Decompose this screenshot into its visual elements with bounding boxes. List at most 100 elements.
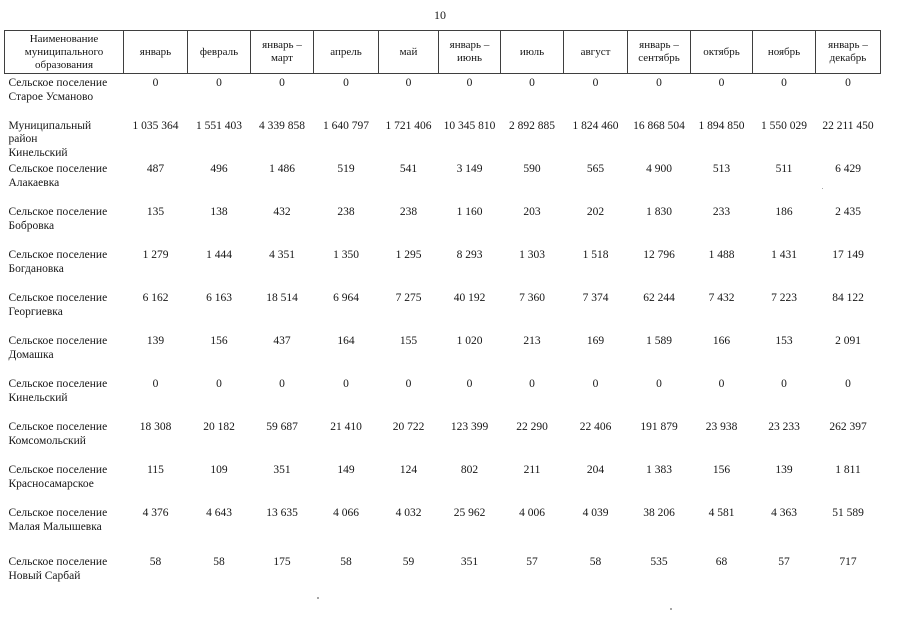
cell-value: 211 [523,464,541,476]
row-name: Сельское поселение Кинельский [8,378,108,404]
cell-value: 432 [273,206,291,218]
column-header: ноябрь [752,30,816,74]
cell-value: 4 363 [771,507,797,519]
column-header: февраль [187,30,251,74]
cell-value: 17 149 [832,249,864,261]
table-row: Сельское поселение Георгиевка 6 162 6 163 1… [5,289,881,332]
cell-value: 156 [712,464,731,476]
cell-value: 40 192 [453,292,486,304]
cell-value: 0 [845,378,851,390]
table-row: Сельское поселение Алакаевка 487 496 1 486 5… [5,160,881,203]
cell-value: 351 [460,556,479,568]
cell-value: 1 279 [142,249,169,261]
cell-value: 38 206 [643,507,675,519]
cell-value: 58 [589,556,602,568]
cell-value: 437 [273,335,291,347]
cell-value: 124 [399,464,418,476]
cell-value: 59 687 [266,421,298,433]
row-name: Сельское поселение Домашка [8,335,108,361]
cell-value: 57 [526,556,538,568]
cell-value: 149 [337,464,355,476]
cell-value: 4 006 [519,507,545,519]
cell-value: 535 [650,556,668,568]
cell-value: 4 900 [646,163,672,175]
scan-speck [670,608,672,610]
cell-value: 4 351 [269,249,295,261]
cell-value: 12 796 [643,249,675,261]
cell-value: 2 091 [835,335,861,347]
cell-value: 1 350 [333,249,359,261]
cell-value: 58 [340,556,352,568]
column-header: январь – март [250,30,314,74]
cell-value: 7 374 [582,292,609,304]
column-header: апрель [313,30,379,74]
cell-value: 0 [343,77,349,89]
cell-value: 1 295 [395,249,422,261]
cell-value: 18 308 [139,421,172,433]
cell-value: 20 182 [203,421,235,433]
cell-value: 1 383 [646,464,672,476]
cell-value: 4 039 [582,507,609,519]
table-row: Муниципальный район Кинельский 1 035 364 1… [5,117,881,161]
cell-value: 0 [216,378,222,390]
cell-value: 513 [712,163,731,175]
cell-value: 1 589 [646,335,672,347]
cell-value: 139 [775,464,793,476]
column-header: январь – сентябрь [627,30,691,74]
cell-value: 57 [778,556,790,568]
cell-value: 0 [718,77,725,89]
table-row: Сельское поселение Новый Сарбай 58 58 175 58… [5,547,881,595]
cell-value: 155 [399,335,418,347]
cell-value: 1 486 [269,163,295,175]
cell-value: 0 [216,77,222,89]
cell-value: 166 [712,335,731,347]
cell-value: 115 [147,464,164,476]
cell-value: 0 [845,77,851,89]
cell-value: 213 [523,335,541,347]
cell-value: 2 435 [835,206,861,218]
cell-value: 6 964 [333,292,359,304]
cell-value: 351 [273,464,291,476]
cell-value: 191 879 [640,421,678,433]
cell-value: 4 376 [142,507,169,519]
cell-value: 4 643 [206,507,232,519]
municipal-data-table: Наименование муниципального образования я… [4,30,881,595]
cell-value: 233 [712,206,731,218]
name-column-header: Наименование муниципального образования [4,30,124,74]
cell-value: 59 [402,556,415,568]
cell-value: 164 [337,335,355,347]
table-row: Сельское поселение Богдановка 1 279 1 444 4… [5,246,881,289]
cell-value: 2 892 885 [509,119,555,132]
cell-value: 238 [399,206,418,218]
cell-value: 1 824 460 [572,119,619,132]
row-name: Сельское поселение Георгиевка [8,292,108,318]
table-row: Сельское поселение Малая Малышевка 4 376 4… [5,504,881,547]
cell-value: 511 [775,163,793,175]
cell-value: 25 962 [453,507,486,519]
row-name: Сельское поселение Красносамарское [8,464,108,490]
table-row: Сельское поселение Кинельский 0 0 0 0 0 0 0 0 0 0 0… [5,375,881,418]
cell-value: 4 032 [395,507,422,519]
cell-value: 1 488 [708,249,735,261]
cell-value: 186 [775,206,793,218]
cell-value: 7 360 [519,292,545,304]
column-header: январь [123,30,188,74]
cell-value: 156 [210,335,228,347]
cell-value: 23 233 [768,421,800,433]
cell-value: 262 397 [829,421,867,433]
cell-value: 1 811 [835,464,861,476]
cell-value: 68 [715,556,728,568]
cell-value: 590 [523,163,541,175]
cell-value: 0 [343,378,349,390]
cell-value: 0 [405,77,412,89]
cell-value: 0 [718,378,725,390]
cell-value: 1 035 364 [132,119,179,132]
table-header: Наименование муниципального образования я… [4,30,881,74]
cell-value: 0 [781,378,787,390]
cell-value: 21 410 [330,421,362,433]
row-name: Сельское поселение Богдановка [8,249,108,275]
cell-value: 717 [839,556,857,568]
cell-value: 203 [523,206,541,218]
row-name: Муниципальный район Кинельский [8,119,92,159]
row-name: Сельское поселение Комсомольский [8,421,108,447]
